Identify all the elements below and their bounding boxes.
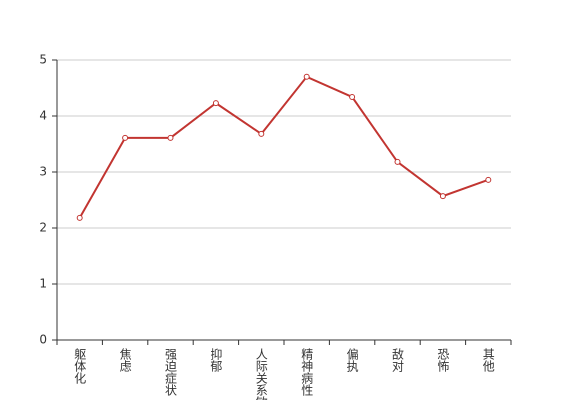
x-tick-label: 躯体化 [73,347,87,385]
line [78,75,489,219]
y-tick-label: 0 [39,333,47,347]
x-tick-label: 强迫症状 [164,348,178,396]
y-tick-label: 3 [39,165,47,179]
y-tick-label: 5 [39,53,47,67]
y-tick-label: 1 [39,277,47,291]
x-tick-label: 人际关系敏感 [254,348,268,400]
point [349,93,356,100]
x-tick-label: 敌对 [391,347,405,372]
x-tick-label: 恐怖 [436,348,450,372]
x-tick-label: 偏执 [345,347,359,373]
y-tick-label: 4 [39,109,47,123]
point [439,193,446,200]
point [76,214,83,221]
x-tick-label: 焦虑 [118,348,132,372]
point [485,176,492,183]
point [394,158,401,165]
point [303,73,310,80]
x-tick-label: 精神病性 [300,348,314,397]
point [122,134,129,141]
x-tick-label: 抑郁 [209,347,223,373]
point [212,100,219,107]
point [167,134,174,141]
point [258,130,265,137]
x-tick-label: 其他 [481,348,495,372]
y-tick-label: 2 [39,221,47,235]
